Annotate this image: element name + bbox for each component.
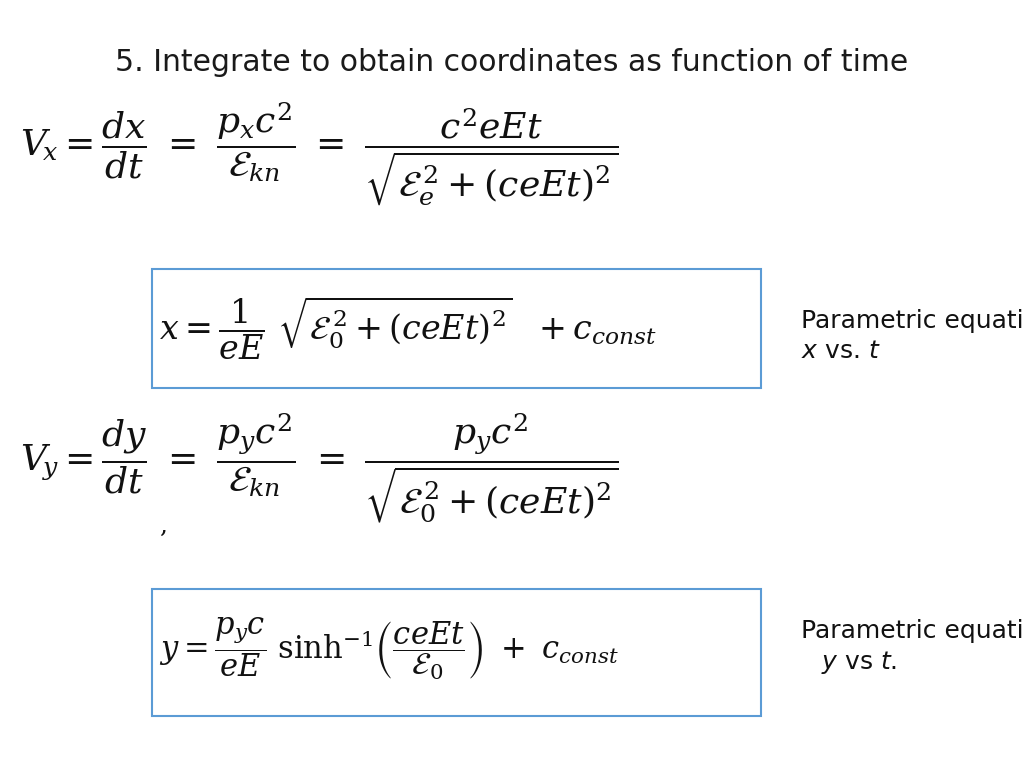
Text: $x$ vs. $t$: $x$ vs. $t$ <box>801 339 881 363</box>
Bar <box>152 589 761 716</box>
Text: $\mathit{V}_{\!\mathit{x}} = \dfrac{\mathit{dx}}{\mathit{dt}}\ =\ \dfrac{\mathit: $\mathit{V}_{\!\mathit{x}} = \dfrac{\mat… <box>20 100 618 207</box>
Bar <box>152 269 761 388</box>
Text: $y$ vs $t$.: $y$ vs $t$. <box>821 648 897 676</box>
Text: $\mathit{V}_{\!\mathit{y}} = \dfrac{\mathit{dy}}{\mathit{dt}}\ =\ \dfrac{\mathit: $\mathit{V}_{\!\mathit{y}} = \dfrac{\mat… <box>20 412 620 525</box>
Text: 5. Integrate to obtain coordinates as function of time: 5. Integrate to obtain coordinates as fu… <box>116 48 908 77</box>
Text: $,$: $,$ <box>159 514 166 538</box>
Text: Parametric equation: Parametric equation <box>801 309 1024 333</box>
Text: $\mathit{y} = \dfrac{\mathit{p_y c}}{\mathit{eE}}\ \sinh^{-1}\!\left(\dfrac{\mat: $\mathit{y} = \dfrac{\mathit{p_y c}}{\ma… <box>159 616 618 682</box>
Text: $\mathit{x} = \dfrac{\mathit{1}}{\mathit{eE}}\ \sqrt{\mathcal{E}_0^{\,2} + (\mat: $\mathit{x} = \dfrac{\mathit{1}}{\mathit… <box>159 295 656 362</box>
Text: Parametric equation: Parametric equation <box>801 619 1024 644</box>
